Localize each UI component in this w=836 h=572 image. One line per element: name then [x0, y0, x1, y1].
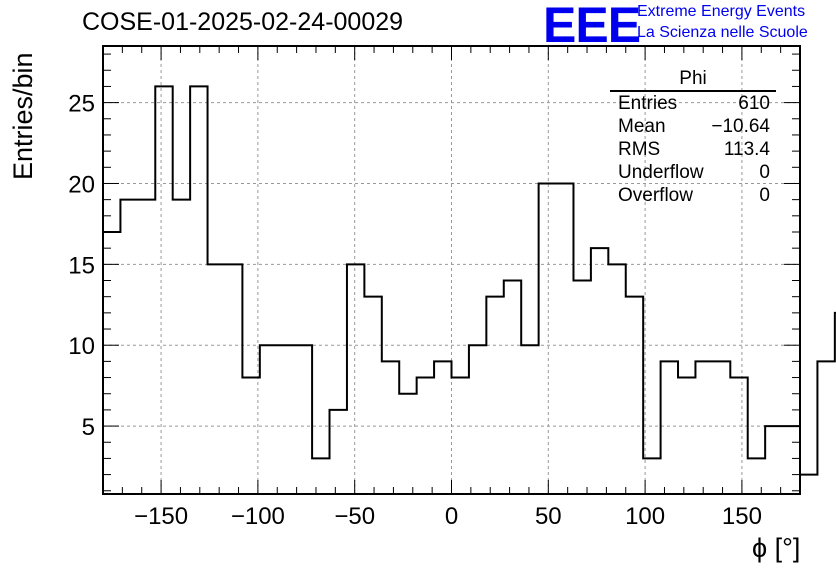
y-tick-label: 5 — [82, 414, 95, 441]
histogram-bin — [120, 200, 137, 494]
histogram-bin — [643, 458, 660, 494]
histogram-bin — [748, 458, 765, 494]
histogram-bin — [295, 345, 312, 494]
histogram-bin — [678, 378, 695, 494]
histogram-bin — [800, 475, 817, 494]
stats-label: Entries — [618, 93, 678, 114]
x-axis-label: ϕ [°] — [752, 533, 801, 563]
histogram-bin — [626, 297, 643, 494]
y-tick-label: 15 — [68, 252, 95, 279]
histogram-bin — [155, 86, 172, 494]
histogram-bin — [556, 183, 573, 494]
histogram-bin — [173, 200, 190, 494]
histogram-bin — [138, 200, 155, 494]
x-tick-label: −100 — [231, 503, 285, 530]
stats-label: RMS — [618, 139, 661, 160]
histogram-bin — [382, 361, 399, 494]
stats-label: Underflow — [618, 162, 704, 183]
x-tick-label: −50 — [334, 503, 375, 530]
histogram-bin — [573, 281, 590, 494]
histogram-bin — [608, 264, 625, 494]
histogram-bin — [765, 426, 782, 494]
histogram-bin — [242, 378, 259, 494]
histogram-bin — [591, 248, 608, 494]
stats-row-overflow: Overflow 0 — [610, 184, 776, 207]
histogram-bin — [312, 458, 329, 494]
histogram-bin — [417, 378, 434, 494]
histogram-bin — [504, 281, 521, 494]
histogram-bin — [225, 264, 242, 494]
stats-box: Phi Entries 610 Mean −10.64 RMS 113.4 Under… — [610, 68, 776, 207]
histogram-bin — [330, 410, 347, 494]
histogram-bin — [277, 345, 294, 494]
x-tick-label: 150 — [722, 503, 762, 530]
stats-row-rms: RMS 113.4 — [610, 138, 776, 161]
x-tick-label: 50 — [535, 503, 562, 530]
chart-title: COSE-01-2025-02-24-00029 — [82, 8, 404, 36]
histogram-bin — [695, 361, 712, 494]
y-tick-label: 20 — [68, 171, 95, 198]
stats-row-underflow: Underflow 0 — [610, 161, 776, 184]
stats-value: 0 — [759, 185, 770, 206]
histogram-bin — [521, 345, 538, 494]
histogram-bin — [486, 297, 503, 494]
eee-logo: EEE — [543, 0, 641, 53]
x-tick-label: 100 — [625, 503, 665, 530]
y-tick-label: 25 — [68, 91, 95, 118]
histogram-bin — [783, 426, 800, 494]
histogram-bin — [364, 297, 381, 494]
histogram-bin — [730, 378, 747, 494]
histogram-bin — [103, 232, 120, 494]
stats-value: 113.4 — [723, 139, 770, 160]
histogram-bin — [713, 361, 730, 494]
histogram-series — [103, 85, 836, 476]
stats-label: Overflow — [618, 185, 693, 206]
stats-label: Mean — [618, 116, 666, 137]
histogram-bin — [817, 361, 834, 494]
y-tick-label: 10 — [68, 333, 95, 360]
histogram-bin — [434, 361, 451, 494]
histogram-bin — [469, 345, 486, 494]
histogram-bin — [347, 264, 364, 494]
x-tick-label: −150 — [134, 503, 188, 530]
stats-value: −10.64 — [711, 116, 770, 137]
histogram-bin — [661, 361, 678, 494]
stats-value: 0 — [759, 162, 770, 183]
stats-value: 610 — [738, 93, 770, 114]
x-tick-label: 0 — [445, 503, 458, 530]
logo-line-2: La Scienza nelle Scuole — [637, 24, 808, 41]
histogram-bin — [452, 378, 469, 494]
stats-row-mean: Mean −10.64 — [610, 115, 776, 138]
histogram-bin — [190, 86, 207, 494]
stats-row-entries: Entries 610 — [610, 92, 776, 115]
logo-line-1: Extreme Energy Events — [637, 3, 806, 20]
histogram-bin — [539, 183, 556, 494]
histogram-bin — [399, 394, 416, 494]
stats-title: Phi — [610, 68, 776, 92]
histogram-bin — [208, 264, 225, 494]
histogram-bin — [260, 345, 277, 494]
